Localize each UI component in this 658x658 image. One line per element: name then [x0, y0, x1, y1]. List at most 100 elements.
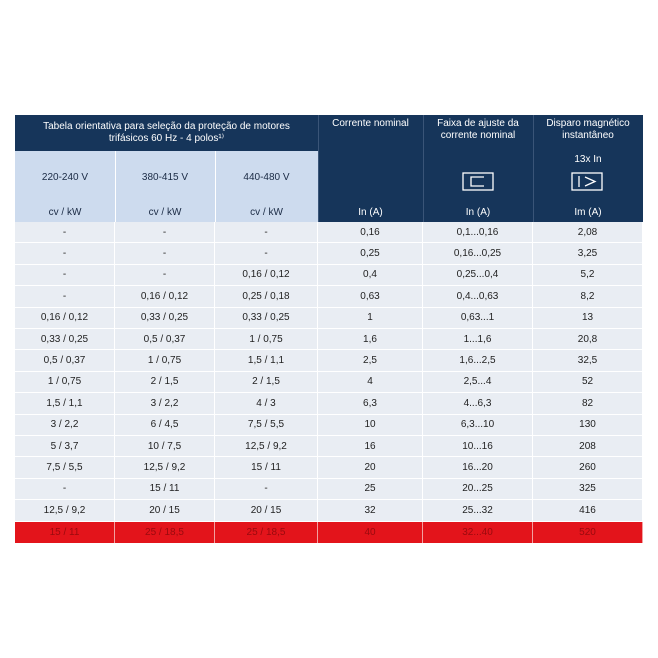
column-unit: cv / kW — [250, 207, 283, 218]
table-cell: - — [15, 222, 115, 244]
table-cell: - — [215, 222, 318, 244]
table-cell: 1,5 / 1,1 — [15, 393, 115, 415]
column-heading: 220-240 V — [41, 172, 89, 183]
table-cell: 325 — [533, 478, 643, 501]
table-cell: 1,5 / 1,1 — [215, 350, 318, 372]
table-cell: 0,4...0,63 — [423, 286, 533, 308]
table-cell: 4...6,3 — [423, 393, 533, 415]
table-cell: 4 — [318, 371, 423, 394]
table-cell: 0,1...0,16 — [423, 222, 533, 244]
adjust-icon — [462, 172, 494, 191]
table-cell: 15 / 11 — [15, 521, 115, 543]
table-cell: 5 / 3,7 — [15, 436, 115, 458]
column-heading: 440-480 V — [243, 172, 290, 183]
column-unit: cv / kW — [148, 207, 182, 218]
table-cell: 2 / 1,5 — [115, 371, 215, 394]
table-cell: 130 — [533, 414, 643, 436]
table-cell: 0,25...0,4 — [423, 264, 533, 287]
table-cell: 0,25 — [318, 243, 423, 265]
table-cell: 1...1,6 — [423, 329, 533, 351]
table-cell: 2,08 — [533, 222, 643, 244]
table-cell: 1 / 0,75 — [15, 371, 115, 394]
table-cell: 2,5...4 — [423, 371, 533, 394]
table-cell: 32,5 — [533, 350, 643, 372]
column-divider — [423, 115, 424, 222]
table-cell: 0,5 / 0,37 — [115, 329, 215, 351]
table-cell: 13 — [533, 307, 643, 329]
title-cell: Tabela orientativa para seleção da prote… — [15, 115, 318, 151]
table-cell: - — [15, 478, 115, 501]
table-cell: 82 — [533, 393, 643, 415]
header-bg — [318, 115, 643, 222]
table-cell: 32 — [318, 500, 423, 522]
table-cell: 0,16 / 0,12 — [115, 286, 215, 308]
column-divider — [533, 115, 534, 222]
table-cell: 6,3...10 — [423, 414, 533, 436]
subheader-bg — [15, 151, 318, 222]
table-cell: 40 — [318, 521, 423, 543]
magnetic-icon — [571, 172, 603, 191]
table-cell: 208 — [533, 436, 643, 458]
column-heading: 380-415 V — [141, 172, 189, 183]
table-cell: 5,2 — [533, 264, 643, 287]
table-cell: 8,2 — [533, 286, 643, 308]
table-cell: 20,8 — [533, 329, 643, 351]
column-unit: In (A) — [465, 207, 491, 218]
table-cell: 416 — [533, 500, 643, 522]
column-unit: In (A) — [358, 207, 383, 218]
table-cell: 25 — [318, 478, 423, 501]
table-cell: 1,6 — [318, 329, 423, 351]
table-cell: 0,63...1 — [423, 307, 533, 329]
table-cell: 25 / 18,5 — [215, 521, 318, 543]
table-cell: 12,5 / 9,2 — [115, 457, 215, 479]
table-cell: 6,3 — [318, 393, 423, 415]
table-cell: - — [115, 264, 215, 287]
table-cell: 20...25 — [423, 478, 533, 501]
table-cell: 0,33 / 0,25 — [215, 307, 318, 329]
table-cell: 3 / 2,2 — [115, 393, 215, 415]
table-cell: 12,5 / 9,2 — [15, 500, 115, 522]
table-cell: 1 / 0,75 — [215, 329, 318, 351]
table-cell: - — [115, 222, 215, 244]
table-cell: 0,4 — [318, 264, 423, 287]
table-cell: 6 / 4,5 — [115, 414, 215, 436]
table-cell: 16 — [318, 436, 423, 458]
column-divider — [215, 151, 216, 222]
table-cell: 20 / 15 — [215, 500, 318, 522]
table-cell: 12,5 / 9,2 — [215, 436, 318, 458]
table-cell: 2,5 — [318, 350, 423, 372]
table-cell: - — [15, 243, 115, 265]
table-cell: - — [15, 264, 115, 287]
table-cell: 25...32 — [423, 500, 533, 522]
table-cell: 4 / 3 — [215, 393, 318, 415]
table-cell: 0,16 / 0,12 — [15, 307, 115, 329]
table-cell: - — [215, 478, 318, 501]
column-heading: Corrente nominal — [332, 118, 409, 129]
table-cell: 25 / 18,5 — [115, 521, 215, 543]
table-cell: 1,6...2,5 — [423, 350, 533, 372]
column-divider — [115, 151, 116, 222]
column-heading: Disparo magnético instantâneo — [546, 118, 630, 141]
column-unit: cv / kW — [48, 207, 82, 218]
table-cell: 16...20 — [423, 457, 533, 479]
table-cell: 260 — [533, 457, 643, 479]
column-unit: Im (A) — [574, 207, 602, 218]
table-cell: 20 — [318, 457, 423, 479]
table-cell: 10 / 7,5 — [115, 436, 215, 458]
table-cell: - — [115, 243, 215, 265]
table-cell: 10...16 — [423, 436, 533, 458]
column-subheading: 13x In — [574, 154, 602, 165]
table-cell: - — [15, 286, 115, 308]
table-cell: 0,16 / 0,12 — [215, 264, 318, 287]
table-cell: 0,5 / 0,37 — [15, 350, 115, 372]
table-cell: 20 / 15 — [115, 500, 215, 522]
column-divider — [318, 115, 319, 222]
table-cell: 7,5 / 5,5 — [215, 414, 318, 436]
table-cell: 7,5 / 5,5 — [15, 457, 115, 479]
table-cell: - — [215, 243, 318, 265]
table-cell: 3 / 2,2 — [15, 414, 115, 436]
table-cell: 0,16 — [318, 222, 423, 244]
table-cell: 2 / 1,5 — [215, 371, 318, 394]
